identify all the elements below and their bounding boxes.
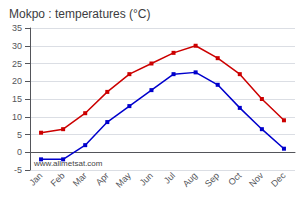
svg-text:Jun: Jun [138, 170, 155, 187]
svg-text:Nov: Nov [247, 170, 266, 189]
svg-text:Jul: Jul [162, 170, 177, 185]
svg-text:10: 10 [12, 112, 22, 122]
svg-text:www.allmetsat.com: www.allmetsat.com [33, 159, 103, 168]
svg-text:30: 30 [12, 41, 22, 51]
svg-text:15: 15 [12, 94, 22, 104]
svg-text:Mar: Mar [71, 170, 89, 188]
svg-text:Mokpo : temperatures (°C): Mokpo : temperatures (°C) [9, 7, 151, 21]
svg-text:-5: -5 [14, 165, 22, 175]
svg-text:Jan: Jan [27, 170, 44, 187]
svg-text:Dec: Dec [269, 170, 288, 189]
svg-text:0: 0 [17, 147, 22, 157]
svg-text:35: 35 [12, 23, 22, 33]
svg-text:Oct: Oct [226, 170, 243, 187]
svg-text:May: May [114, 170, 133, 189]
svg-text:Sep: Sep [203, 170, 221, 188]
svg-text:Feb: Feb [49, 170, 67, 188]
svg-text:5: 5 [17, 130, 22, 140]
svg-text:Apr: Apr [94, 170, 111, 187]
svg-text:20: 20 [12, 76, 22, 86]
svg-text:Aug: Aug [181, 170, 199, 188]
svg-text:25: 25 [12, 59, 22, 69]
